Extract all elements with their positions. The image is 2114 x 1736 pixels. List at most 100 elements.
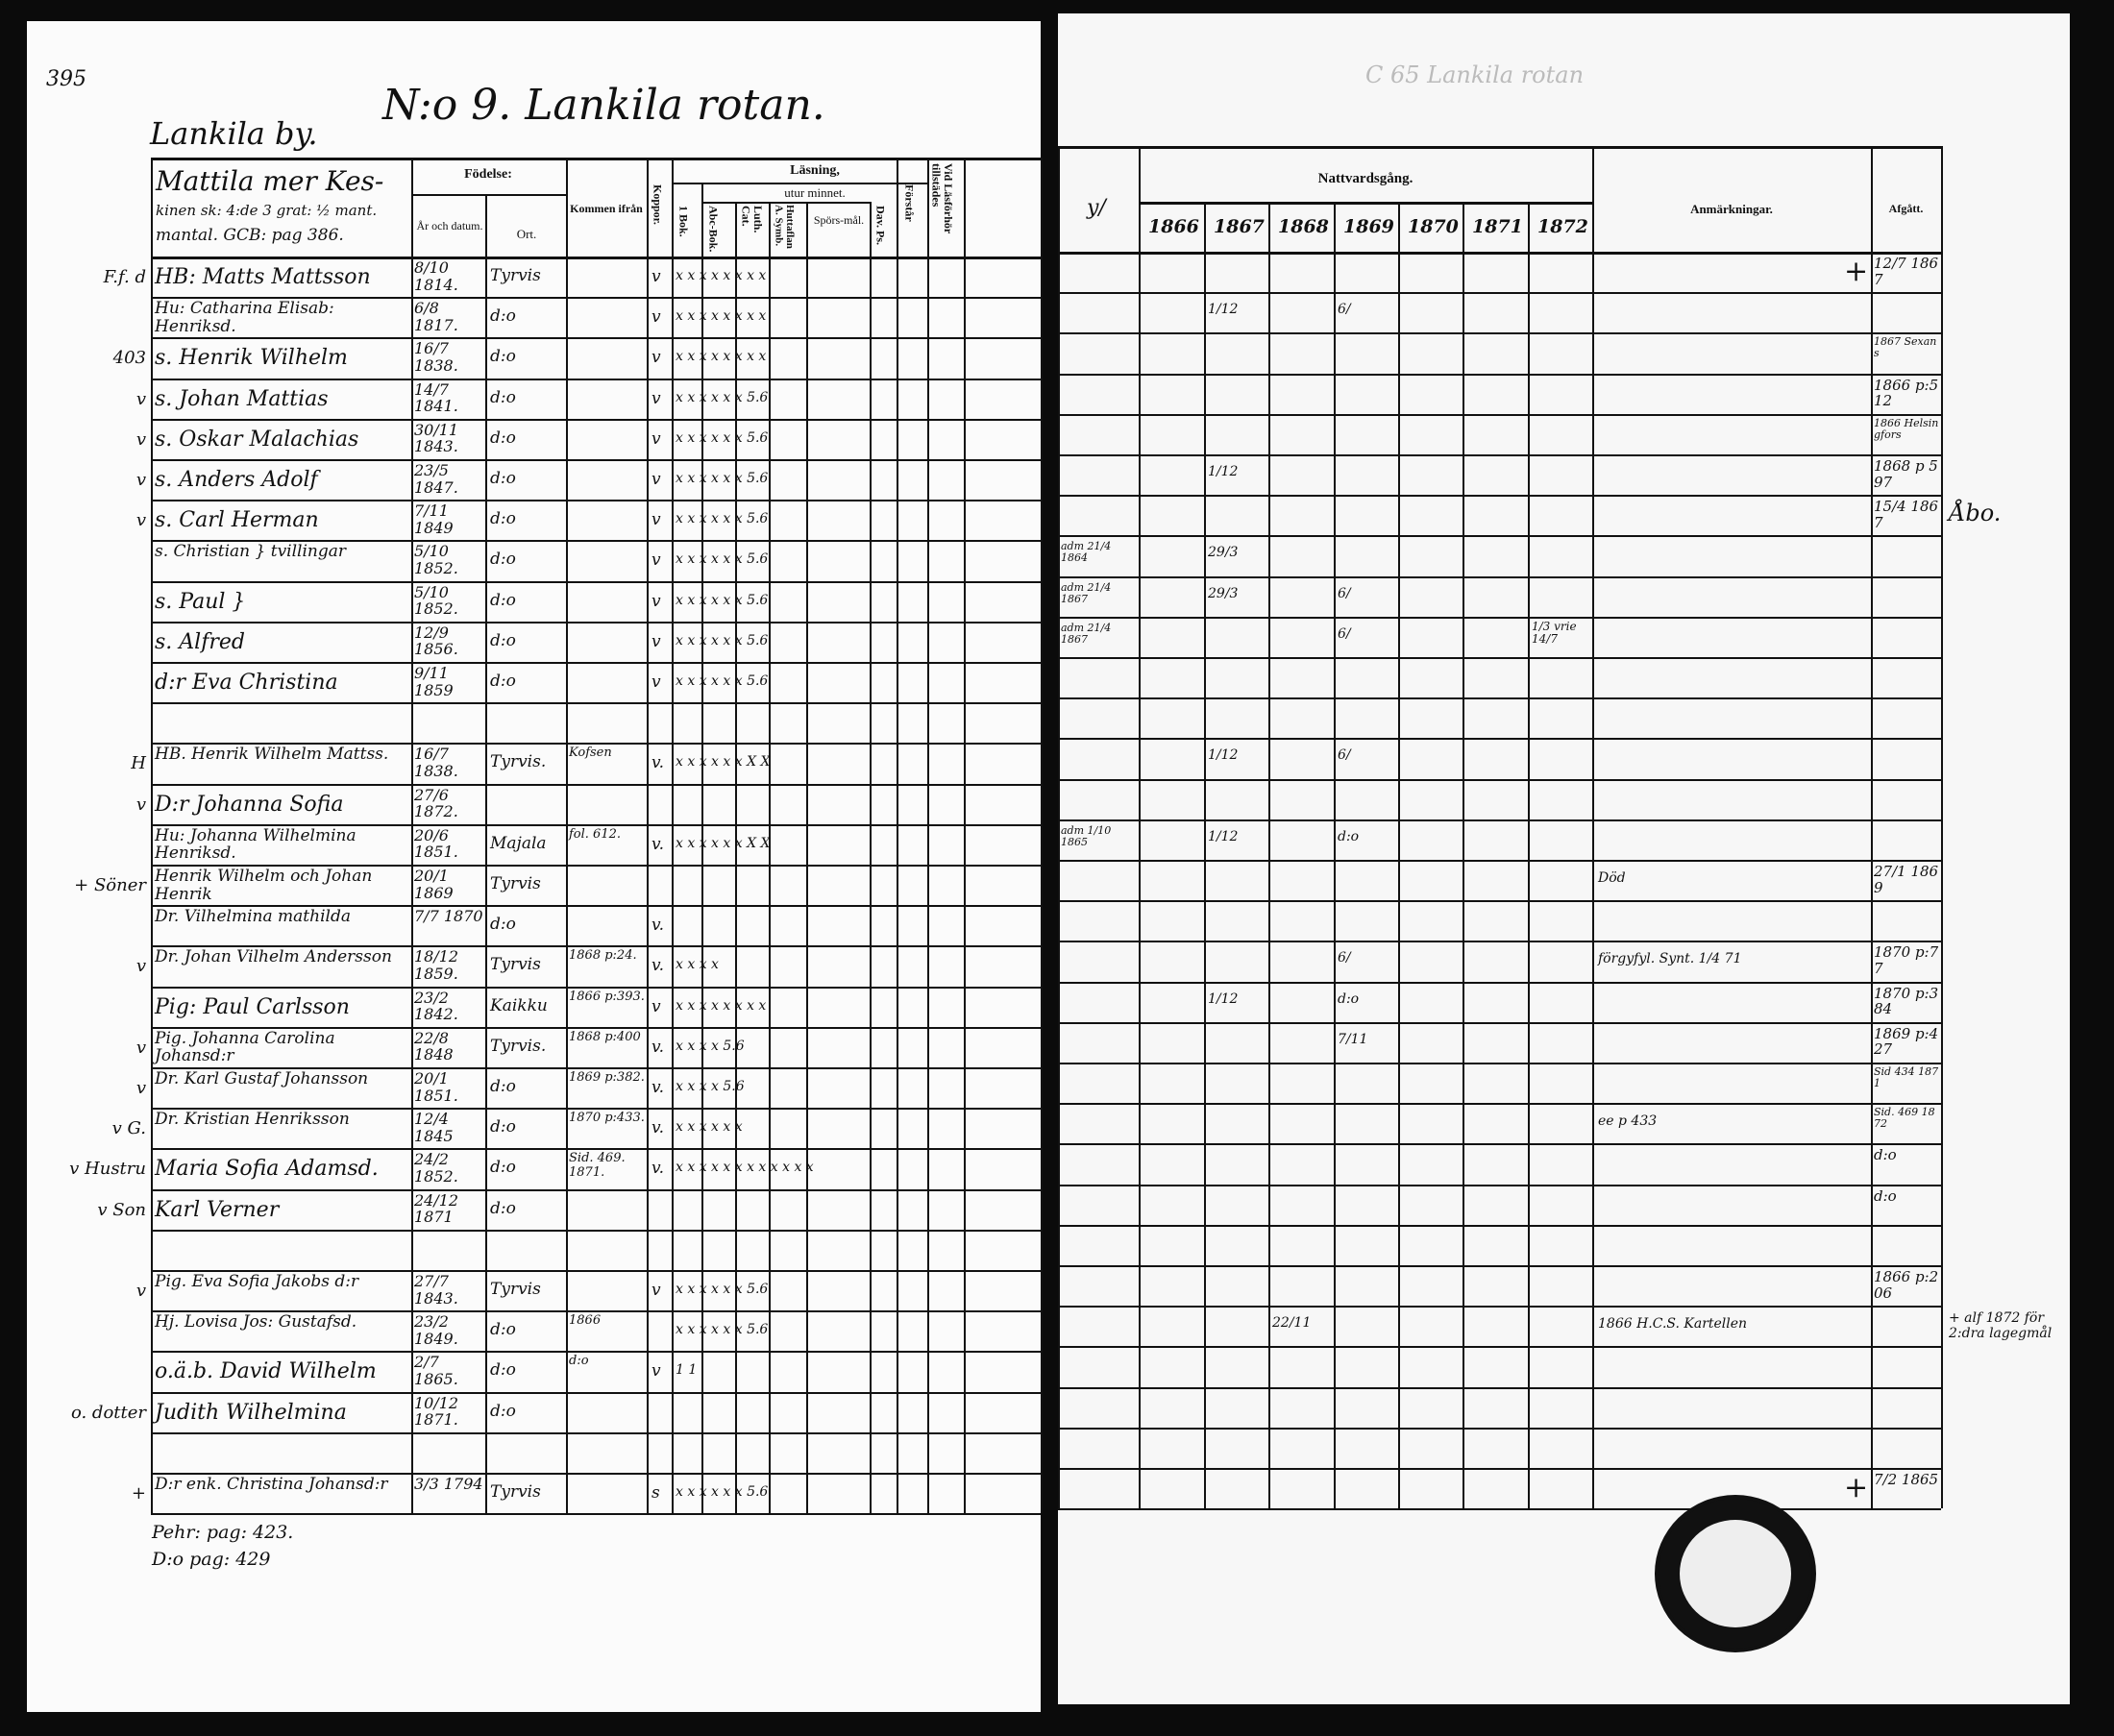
person-name: s. Christian } tvillingar (155, 542, 347, 562)
communion-mark: 1/12 (1208, 302, 1239, 318)
margin-note: v Hustru (69, 1159, 146, 1180)
communion-mark: 7/11 (1338, 1031, 1368, 1047)
row-rule (1058, 1224, 1941, 1227)
came-from: d:o (569, 1354, 589, 1369)
birth-date: 14/7 1841. (414, 379, 458, 416)
smallpox-mark: v (651, 470, 661, 489)
reading-marks: 1 1 (676, 1362, 698, 1379)
remark: Död (1598, 870, 1626, 886)
smallpox-mark: v. (651, 956, 664, 976)
smallpox-mark: v (651, 267, 661, 286)
reading-marks: x x x x x x x x (676, 997, 767, 1014)
row-rule (151, 905, 1041, 908)
reading-marks: x x x x x x X X (676, 754, 771, 770)
birth-place: d:o (490, 1117, 516, 1137)
margin-note: v (135, 388, 146, 409)
departed-note: 27/1 1869 (1874, 863, 1939, 896)
reading-marks: x x x x x x 5.6 (676, 1282, 769, 1297)
row-rule (1058, 1184, 1941, 1186)
birth-date: 16/7 1838. (414, 339, 458, 375)
row-rule (151, 1108, 1041, 1111)
column-divider (806, 202, 808, 1514)
birth-place: d:o (490, 469, 516, 488)
birth-date: 23/2 1842. (414, 988, 458, 1024)
smallpox-mark: s (651, 1483, 660, 1503)
birth-place: d:o (490, 1158, 516, 1178)
birth-date: 20/6 1851. (414, 825, 458, 862)
came-from: 1869 p:382. (569, 1070, 645, 1085)
row-rule (1058, 1468, 1941, 1470)
row-rule (1058, 454, 1941, 456)
row-rule (151, 459, 1041, 461)
library-stamp (1655, 1495, 1816, 1652)
admission-note: adm 21/4 1867 (1061, 580, 1112, 605)
person-name: Hu: Johanna Wilhelmina Henriksd. (155, 825, 356, 864)
row-rule (151, 1431, 1041, 1434)
column-divider (1058, 146, 1060, 1509)
row-rule (1058, 900, 1941, 903)
departed-note: 1867 Sexans (1874, 335, 1937, 360)
remark: förgyfyl. Synt. 1/4 71 (1598, 951, 1742, 967)
birth-date: 24/2 1852. (414, 1150, 458, 1186)
column-divider (672, 158, 674, 1514)
departed-note: 12/7 1867 (1874, 255, 1939, 288)
birth-place: d:o (490, 590, 516, 610)
column-divider (1871, 146, 1873, 1509)
came-from: 1870 p:433. (569, 1111, 645, 1126)
birth-date: 12/9 1856. (414, 623, 458, 659)
column-divider (485, 194, 487, 1514)
village-name: Lankila by. (150, 115, 318, 152)
header-luth-cat: Luth. Cat. (739, 206, 766, 233)
came-from: 1866 p:393. (569, 989, 645, 1004)
row-rule (151, 1148, 1041, 1151)
departed-note: 1866 p:512 (1874, 376, 1939, 410)
header-remarks: Anmärkningar. (1690, 202, 1773, 216)
birth-place: Tyrvis (490, 1482, 541, 1502)
year-header-1867: 1867 (1214, 216, 1265, 237)
communion-mark: 6/ (1338, 585, 1351, 601)
table-top-rule (151, 158, 1041, 160)
remark: 1866 H.C.S. Kartellen (1598, 1316, 1748, 1333)
column-divider (870, 202, 872, 1514)
communion-mark: 22/11 (1272, 1315, 1312, 1332)
person-name: Dr. Johan Vilhelm Andersson (155, 947, 392, 967)
column-divider (1941, 146, 1943, 1509)
row-rule (151, 1351, 1041, 1354)
smallpox-mark: v (651, 510, 661, 530)
header-understanding: Förstår (902, 184, 917, 222)
reading-marks: x x x x x x X X (676, 835, 771, 851)
header-bottom-rule (1058, 252, 1941, 255)
departed-note: d:o (1874, 1146, 1897, 1164)
column-divider (927, 158, 929, 1514)
reading-marks: x x x x x x 5.6 (676, 429, 769, 446)
row-rule (151, 1188, 1041, 1191)
person-name: s. Oskar Malachias (155, 427, 359, 452)
header-reading: Läsning, (790, 163, 840, 178)
person-name: s. Johan Mattias (155, 386, 329, 411)
person-name: Karl Verner (155, 1197, 280, 1222)
departed-note: 1866 p:206 (1874, 1268, 1939, 1302)
row-rule (151, 378, 1041, 380)
person-name: s. Alfred (155, 629, 245, 654)
death-cross: + (1844, 255, 1869, 288)
row-rule (1058, 697, 1941, 700)
header-dav-ps: Dav. Ps. (873, 206, 888, 246)
reading-marks: x x x x x x 5.6 (676, 1322, 769, 1338)
birth-place: d:o (490, 1401, 516, 1421)
margin-note: F.f. d (103, 267, 146, 287)
smallpox-mark: v (651, 388, 661, 408)
reading-marks: x x x x 5.6 (676, 1079, 745, 1094)
birth-place: Majala (490, 833, 547, 853)
birth-place: d:o (490, 1320, 516, 1340)
birth-subrule (411, 194, 566, 196)
row-rule (151, 621, 1041, 623)
departed-note: Sid. 469 1872 (1874, 1106, 1935, 1131)
row-rule (151, 580, 1041, 583)
departed-note: 1870 p:77 (1874, 943, 1939, 977)
outside-note: + alf 1872 för 2:dra lagegmål (1949, 1310, 2053, 1341)
row-rule (151, 986, 1041, 989)
year-header-1872: 1872 (1537, 216, 1588, 237)
year-header-1869: 1869 (1343, 216, 1394, 237)
header-bottom-rule (151, 257, 1041, 259)
row-rule (151, 702, 1041, 705)
